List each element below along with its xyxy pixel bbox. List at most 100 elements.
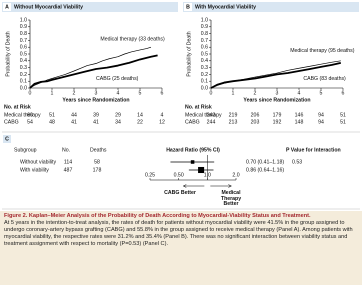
y-tick-label: 0.0 <box>20 85 27 91</box>
at-risk-count: 54 <box>27 119 33 125</box>
at-risk-count: 192 <box>273 119 282 125</box>
y-tick-label: 0.8 <box>201 31 208 37</box>
series-label: CABG (83 deaths) <box>303 76 346 82</box>
column-header: P Value for Interaction <box>286 147 341 153</box>
at-risk-count: 148 <box>295 119 304 125</box>
y-tick-label: 0.4 <box>20 58 27 64</box>
panel-title: With Myocardial Viability <box>195 5 256 11</box>
y-tick-label: 0.9 <box>20 24 27 30</box>
arrow <box>210 184 232 188</box>
at-risk-count: 146 <box>295 112 304 118</box>
km-curve <box>29 46 152 89</box>
at-risk-count: 12 <box>159 119 165 125</box>
at-risk-count: 4 <box>161 112 164 118</box>
x-tick-label: 0 <box>210 90 213 96</box>
at-risk-count: 94 <box>318 119 324 125</box>
x-tick-label: 1 <box>51 90 54 96</box>
at-risk-count: 60 <box>27 112 33 118</box>
x-tick-label: 1.0 <box>204 172 211 178</box>
y-tick-label: 0.1 <box>20 79 27 85</box>
x-tick-label: 0.50 <box>174 172 184 178</box>
x-tick-label: 5 <box>320 90 323 96</box>
panel-letter: B <box>186 5 190 11</box>
x-tick-label: 1 <box>232 90 235 96</box>
arrow <box>182 184 205 188</box>
at-risk-count: 44 <box>71 112 77 118</box>
x-tick-label: 4 <box>298 90 301 96</box>
column-header: Deaths <box>90 147 107 153</box>
y-tick-label: 0.8 <box>20 31 27 37</box>
caption-title: Kaplan–Meier Analysis of the Probability… <box>28 213 311 219</box>
x-tick-label: 2 <box>254 90 257 96</box>
at-risk-count: 14 <box>137 112 143 118</box>
km-curve <box>210 61 342 89</box>
y-tick-label: 0.6 <box>20 45 27 51</box>
x-tick-label: 2.0 <box>232 172 239 178</box>
panel-letter-box <box>3 3 11 11</box>
y-tick-label: 0.2 <box>201 72 208 78</box>
at-risk-count: 22 <box>137 119 143 125</box>
y-tick-label: 0.2 <box>20 72 27 78</box>
at-risk-title: No. at Risk <box>4 104 31 110</box>
y-axis-label: Probability of Death <box>186 31 192 76</box>
at-risk-count: 206 <box>251 112 260 118</box>
y-tick-label: 0.0 <box>201 85 208 91</box>
at-risk-count: 41 <box>93 119 99 125</box>
y-tick-label: 0.3 <box>201 65 208 71</box>
x-tick-label: 2 <box>73 90 76 96</box>
at-risk-name: Medical therapy <box>4 112 41 118</box>
column-header: Subgroup <box>14 147 37 153</box>
panel-letter-box <box>3 135 11 143</box>
subgroup: With viability <box>20 167 49 173</box>
y-tick-label: 0.6 <box>201 45 208 51</box>
at-risk-count: 219 <box>229 112 238 118</box>
series-label: Medical therapy (33 deaths) <box>100 36 165 42</box>
at-risk-count: 244 <box>207 119 216 125</box>
hr-label: 0.70 (0.41–1.18) <box>246 159 284 165</box>
x-tick-label: 4 <box>117 90 120 96</box>
x-axis-label: Years since Randomization <box>243 97 310 103</box>
at-risk-count: 243 <box>207 112 216 118</box>
x-tick-label: 0.25 <box>145 172 155 178</box>
x-axis-label: Years since Randomization <box>62 97 129 103</box>
better-label: Medical Therapy Better <box>220 190 242 208</box>
at-risk-count: 29 <box>115 112 121 118</box>
caption: Figure 2. Kaplan–Meier Analysis of the P… <box>0 211 362 285</box>
panel-letter: C <box>5 137 9 143</box>
y-tick-label: 0.9 <box>201 24 208 30</box>
km-curve <box>29 54 158 89</box>
y-tick-label: 1.0 <box>20 17 27 23</box>
n-count: 487 <box>64 167 73 173</box>
x-tick-label: 6 <box>161 90 164 96</box>
y-tick-label: 0.3 <box>20 65 27 71</box>
x-tick-label: 5 <box>139 90 142 96</box>
y-tick-label: 0.7 <box>20 38 27 44</box>
x-tick-label: 6 <box>342 90 345 96</box>
panel-header <box>2 2 178 12</box>
p-value: 0.53 <box>292 159 302 165</box>
subgroup: Without viability <box>20 159 56 165</box>
at-risk-count: 94 <box>318 112 324 118</box>
x-tick-label: 0 <box>29 90 32 96</box>
hr-label: 0.86 (0.64–1.16) <box>246 167 284 173</box>
y-tick-label: 0.4 <box>201 58 208 64</box>
panel-letter: A <box>5 5 9 11</box>
y-tick-label: 0.5 <box>201 51 208 57</box>
at-risk-name: CABG <box>4 119 19 125</box>
series-label: CABG (25 deaths) <box>96 76 139 82</box>
better-label: CABG Better <box>164 190 196 196</box>
at-risk-count: 34 <box>115 119 121 125</box>
hr-marker <box>190 160 195 164</box>
at-risk-count: 41 <box>71 119 77 125</box>
panel-letter-box <box>184 3 192 11</box>
at-risk-name: Medical therapy <box>185 112 222 118</box>
y-tick-label: 0.1 <box>201 79 208 85</box>
at-risk-count: 213 <box>229 119 238 125</box>
column-header: No. <box>62 147 70 153</box>
charts: A Without Myocardial Viability Probability… <box>2 2 360 210</box>
at-risk-count: 51 <box>340 112 346 118</box>
column-header: Hazard Ratio (95% CI) <box>166 147 220 153</box>
at-risk-count: 39 <box>93 112 99 118</box>
caption-text: At 5 years in the intention-to-treat ana… <box>4 220 353 247</box>
